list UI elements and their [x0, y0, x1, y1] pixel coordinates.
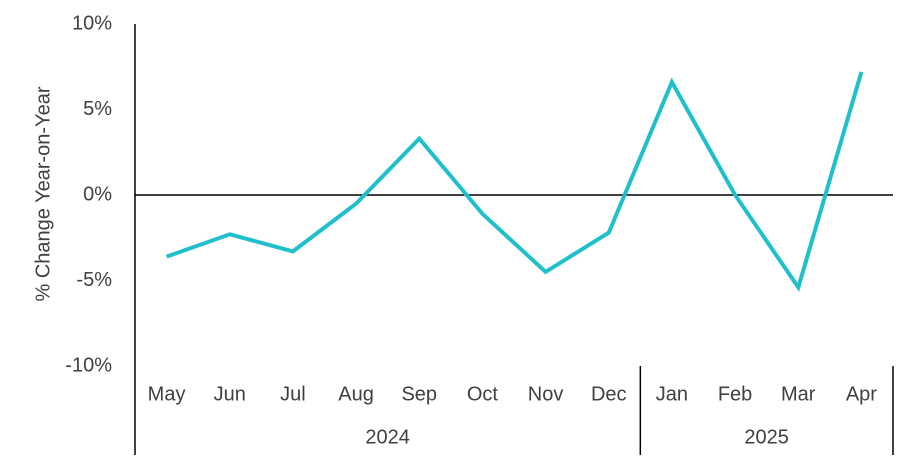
y-tick-label: 5% [83, 98, 112, 120]
x-tick-label: May [148, 383, 186, 405]
x-tick-label: Aug [338, 383, 374, 405]
x-tick-label: Jan [656, 383, 688, 405]
x-tick-label: Mar [781, 383, 816, 405]
x-tick-label: Jul [280, 383, 306, 405]
x-tick-label: Jun [214, 383, 246, 405]
group-label: 2024 [365, 426, 410, 448]
x-tick-label: Nov [528, 383, 564, 405]
y-axis-label: % Change Year-on-Year [32, 86, 54, 301]
x-tick-label: Sep [401, 383, 437, 405]
x-tick-label: Feb [718, 383, 752, 405]
x-tick-label: Oct [467, 383, 499, 405]
x-tick-label: Dec [591, 383, 627, 405]
y-tick-label: -10% [65, 354, 112, 376]
data-line [165, 71, 864, 292]
x-tick-label: Apr [846, 383, 877, 405]
y-tick-label: -5% [76, 269, 112, 291]
group-label: 2025 [744, 426, 789, 448]
y-tick-label: 10% [72, 12, 112, 34]
y-tick-label: 0% [83, 183, 112, 205]
